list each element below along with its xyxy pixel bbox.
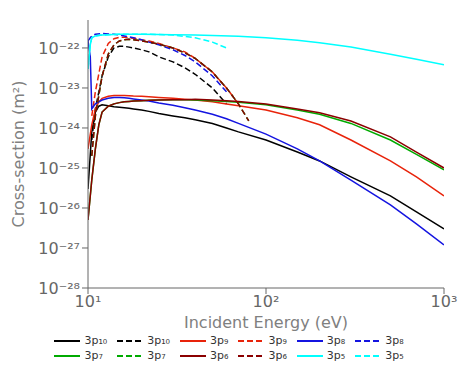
- svg-text:10⁻²⁸: 10⁻²⁸: [38, 279, 80, 298]
- svg-text:10⁻²⁴: 10⁻²⁴: [38, 119, 80, 138]
- html-text:3p₉: 3p₉: [268, 334, 287, 347]
- svg-text:10²: 10²: [253, 292, 280, 311]
- svg-text:10⁻²⁷: 10⁻²⁷: [38, 239, 80, 258]
- html-text:3p₇: 3p₇: [147, 349, 166, 362]
- html-text:3p₈: 3p₈: [326, 334, 346, 347]
- html-text:3p₁₀: 3p₁₀: [147, 334, 170, 347]
- svg-text:Incident Energy (eV): Incident Energy (eV): [184, 313, 348, 332]
- svg-text:10⁻²⁶: 10⁻²⁶: [38, 199, 80, 218]
- html-text:3p₆: 3p₆: [210, 349, 229, 362]
- html-text:3p₉: 3p₉: [210, 334, 229, 347]
- svg-text:10⁻²²: 10⁻²²: [38, 39, 80, 58]
- svg-text:10⁻²³: 10⁻²³: [38, 79, 80, 98]
- svg-text:10¹: 10¹: [74, 292, 102, 312]
- html-text:3p₈: 3p₈: [385, 334, 404, 347]
- html-text:3p₇: 3p₇: [84, 349, 103, 362]
- html-text:3p₅: 3p₅: [385, 349, 404, 362]
- html-text:3p₅: 3p₅: [326, 349, 346, 362]
- svg-text:Cross-section (m²): Cross-section (m²): [9, 81, 28, 228]
- svg-text:10³: 10³: [431, 292, 458, 311]
- html-text:3p₁₀: 3p₁₀: [84, 334, 108, 347]
- html-text:3p₆: 3p₆: [268, 349, 287, 362]
- svg-text:10⁻²⁵: 10⁻²⁵: [38, 159, 80, 178]
